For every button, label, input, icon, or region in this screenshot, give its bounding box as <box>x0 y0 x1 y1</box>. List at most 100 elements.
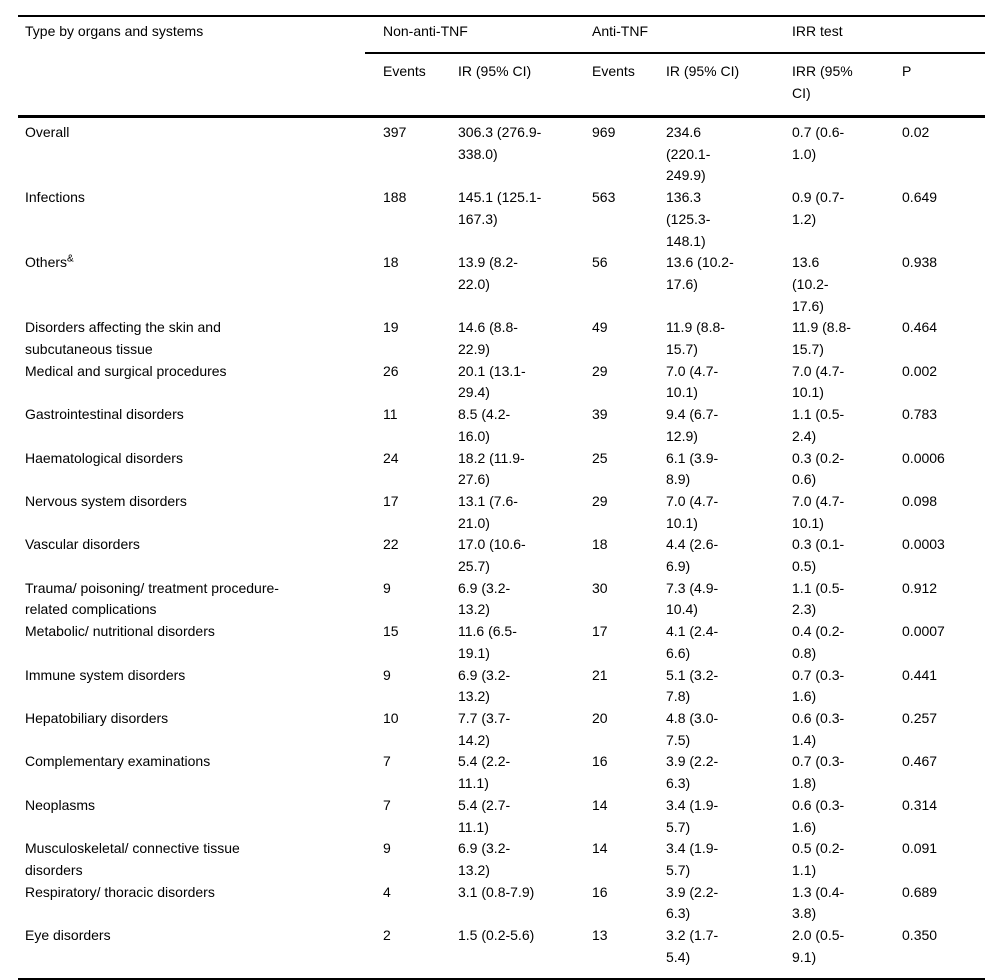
anti-tnf-events-cell: 16 <box>592 753 608 770</box>
non-anti-tnf-events-cell: 17 <box>383 492 399 509</box>
non-anti-tnf-events-cell: 188 <box>383 189 407 206</box>
table-header: Type by organs and systems Non-anti-TNF … <box>18 16 986 118</box>
irr-cell: 0.3 (0.1- 0.5) <box>792 536 845 575</box>
p-value-cell: 0.783 <box>902 406 938 423</box>
anti-tnf-ir-cell: 3.2 (1.7- 5.4) <box>666 927 719 965</box>
anti-tnf-ir-cell: 7.0 (4.7- 10.1) <box>666 492 719 531</box>
row-label-cell: Gastrointestinal disorders <box>18 404 365 447</box>
table-row: Infections 188 145.1 (125.1- 167.3) 563 … <box>18 187 985 252</box>
anti-tnf-events-cell: 20 <box>592 709 608 726</box>
table-row: Overall 397 306.3 (276.9- 338.0) 969 234… <box>18 117 985 188</box>
non-anti-tnf-events-cell: 15 <box>383 623 399 640</box>
non-anti-tnf-events-cell: 397 <box>383 124 407 140</box>
anti-tnf-ir-cell: 7.0 (4.7- 10.1) <box>666 362 719 401</box>
row-label-cell: Musculoskeletal/ connective tissue disor… <box>18 838 365 881</box>
table-row: Complementary examinations 7 5.4 (2.2- 1… <box>18 751 985 794</box>
group-header-non-anti-tnf: Non-anti-TNF <box>365 16 591 54</box>
row-label-cell: Neoplasms <box>18 795 365 838</box>
row-label-cell: Hepatobiliary disorders <box>18 708 365 751</box>
non-anti-tnf-ir-cell: 13.1 (7.6- 21.0) <box>458 492 518 531</box>
p-value-cell: 0.002 <box>902 362 938 379</box>
irr-cell: 7.0 (4.7- 10.1) <box>792 362 845 401</box>
adverse-events-table: Type by organs and systems Non-anti-TNF … <box>18 15 986 980</box>
row-label-superscript: & <box>67 253 74 265</box>
non-anti-tnf-ir-cell: 6.9 (3.2- 13.2) <box>458 840 511 878</box>
non-anti-tnf-ir-cell: 306.3 (276.9- 338.0) <box>458 124 542 162</box>
non-anti-tnf-ir-cell: 18.2 (11.9- 27.6) <box>458 449 525 488</box>
irr-cell: 0.7 (0.3- 1.6) <box>792 666 845 705</box>
anti-tnf-ir-cell: 3.9 (2.2- 6.3) <box>666 883 719 922</box>
table-body: Overall 397 306.3 (276.9- 338.0) 969 234… <box>18 117 985 980</box>
non-anti-tnf-events-cell: 9 <box>383 666 391 683</box>
row-label-cell: Complementary examinations <box>18 751 365 794</box>
anti-tnf-ir-cell: 4.1 (2.4- 6.6) <box>666 623 719 661</box>
non-anti-tnf-ir-cell: 6.9 (3.2- 13.2) <box>458 666 511 705</box>
irr-cell: 11.9 (8.8- 15.7) <box>792 319 851 358</box>
non-anti-tnf-events-cell: 7 <box>383 796 391 813</box>
p-value-cell: 0.02 <box>902 124 930 140</box>
p-value-cell: 0.441 <box>902 666 938 683</box>
non-anti-tnf-ir-cell: 3.1 (0.8-7.9) <box>458 883 535 900</box>
table-row: Nervous system disorders 17 13.1 (7.6- 2… <box>18 491 985 534</box>
non-anti-tnf-events-cell: 11 <box>383 406 398 423</box>
row-label-cell: Medical and surgical procedures <box>18 361 365 404</box>
anti-tnf-ir-cell: 234.6 (220.1- 249.9) <box>666 124 711 184</box>
row-label: Complementary examinations <box>25 753 211 770</box>
row-label: Overall <box>25 124 70 140</box>
anti-tnf-events-cell: 13 <box>592 927 608 944</box>
p-value-cell: 0.098 <box>902 492 938 509</box>
irr-cell: 0.7 (0.6- 1.0) <box>792 124 845 162</box>
table-row: Immune system disorders 9 6.9 (3.2- 13.2… <box>18 665 985 708</box>
row-label: Medical and surgical procedures <box>25 362 227 379</box>
irr-cell: 0.6 (0.3- 1.4) <box>792 709 845 748</box>
table-row: Others& 18 13.9 (8.2- 22.0) 56 13.6 (10.… <box>18 252 985 317</box>
p-value-cell: 0.649 <box>902 189 938 206</box>
p-value-cell: 0.314 <box>902 796 938 813</box>
p-value-cell: 0.467 <box>902 753 938 770</box>
irr-cell: 7.0 (4.7- 10.1) <box>792 492 845 531</box>
row-label-cell: Metabolic/ nutritional disorders <box>18 621 365 664</box>
non-anti-tnf-events-cell: 24 <box>383 449 399 466</box>
anti-tnf-events-cell: 56 <box>592 254 608 271</box>
anti-tnf-events-cell: 29 <box>592 492 608 509</box>
row-label: Immune system disorders <box>25 666 186 683</box>
table-row: Neoplasms 7 5.4 (2.7- 11.1) 14 3.4 (1.9-… <box>18 795 985 838</box>
table-row: Respiratory/ thoracic disorders 4 3.1 (0… <box>18 882 985 925</box>
non-anti-tnf-ir-cell: 20.1 (13.1- 29.4) <box>458 362 526 401</box>
anti-tnf-events-cell: 17 <box>592 623 608 640</box>
anti-tnf-ir-cell: 7.3 (4.9- 10.4) <box>666 579 719 618</box>
anti-tnf-ir-cell: 6.1 (3.9- 8.9) <box>666 449 719 488</box>
row-label-cell: Nervous system disorders <box>18 491 365 534</box>
non-anti-tnf-ir-cell: 145.1 (125.1- 167.3) <box>458 189 542 227</box>
p-value-cell: 0.350 <box>902 927 938 944</box>
table-row: Haematological disorders 24 18.2 (11.9- … <box>18 448 985 491</box>
anti-tnf-ir-cell: 11.9 (8.8- 15.7) <box>666 319 725 358</box>
anti-tnf-ir-cell: 136.3 (125.3- 148.1) <box>666 189 711 249</box>
non-anti-tnf-events-cell: 9 <box>383 840 391 857</box>
anti-tnf-ir-cell: 4.4 (2.6- 6.9) <box>666 536 719 575</box>
irr-cell: 0.7 (0.3- 1.8) <box>792 753 845 792</box>
corner-header: Type by organs and systems <box>18 16 365 118</box>
table-row: Metabolic/ nutritional disorders 15 11.6… <box>18 621 985 664</box>
table-row: Medical and surgical procedures 26 20.1 … <box>18 361 985 404</box>
anti-tnf-events-cell: 16 <box>592 883 608 900</box>
table-row: Gastrointestinal disorders 11 8.5 (4.2- … <box>18 404 985 447</box>
row-label: Respiratory/ thoracic disorders <box>25 883 215 900</box>
irr-cell: 0.3 (0.2- 0.6) <box>792 449 845 488</box>
row-label-cell: Vascular disorders <box>18 534 365 577</box>
row-label-cell: Immune system disorders <box>18 665 365 708</box>
non-anti-tnf-ir-cell: 7.7 (3.7- 14.2) <box>458 709 511 748</box>
anti-tnf-events-cell: 21 <box>592 666 608 683</box>
table-row: Trauma/ poisoning/ treatment procedure- … <box>18 578 985 621</box>
p-value-cell: 0.0003 <box>902 536 945 553</box>
row-label-cell: Eye disorders <box>18 925 365 979</box>
non-anti-tnf-ir-cell: 1.5 (0.2-5.6) <box>458 927 535 944</box>
row-label-cell: Respiratory/ thoracic disorders <box>18 882 365 925</box>
anti-tnf-events-cell: 49 <box>592 319 608 336</box>
row-label-cell: Infections <box>18 187 365 252</box>
row-label: Others <box>25 254 68 271</box>
row-label: Metabolic/ nutritional disorders <box>25 623 215 640</box>
subheader-non-anti-tnf-events: Events <box>365 53 458 118</box>
subheader-anti-tnf-ir: IR (95% CI) <box>666 53 793 118</box>
row-label: Musculoskeletal/ connective tissue disor… <box>25 840 240 878</box>
